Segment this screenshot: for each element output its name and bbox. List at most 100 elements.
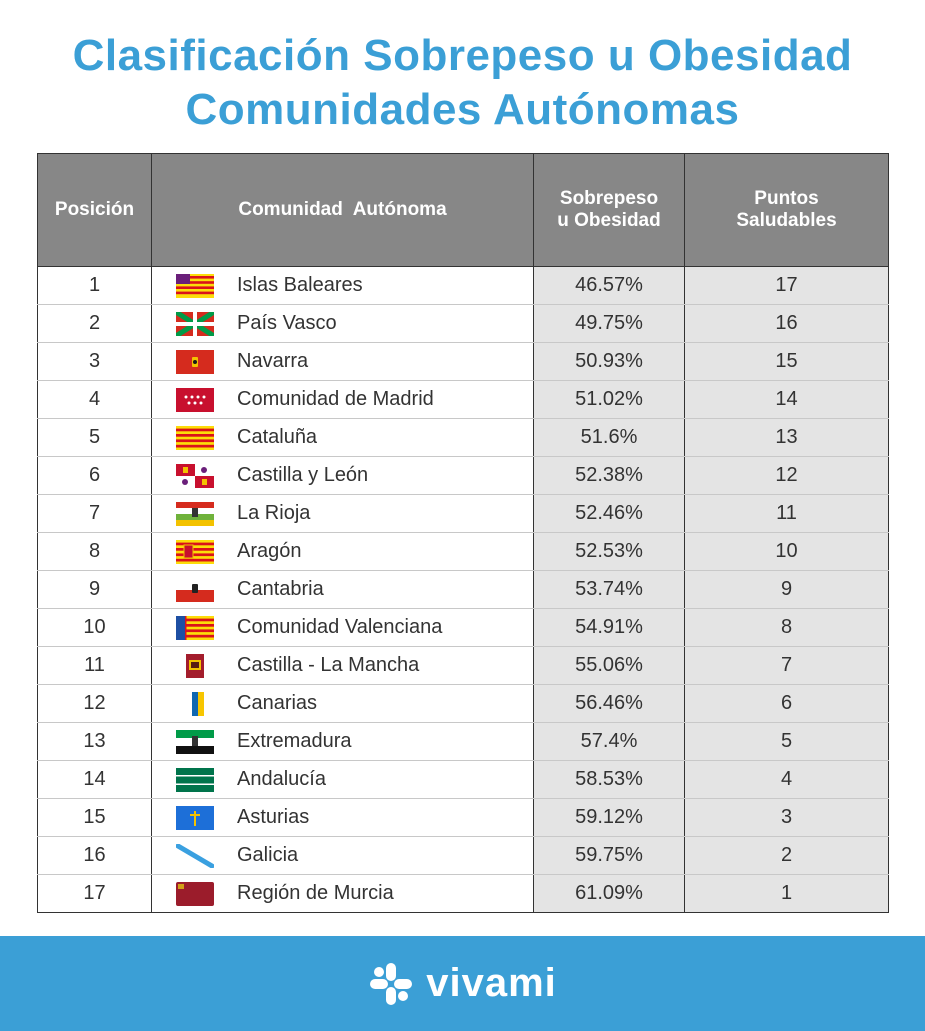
cell-community: Extremadura xyxy=(151,722,534,761)
cell-position: 7 xyxy=(37,494,152,533)
cataluna-flag-icon xyxy=(175,425,214,450)
cell-position: 1 xyxy=(37,266,152,305)
cell-points: 13 xyxy=(684,418,889,457)
table-row: 15 Asturias 59.12% 3 xyxy=(37,798,889,837)
cell-position: 11 xyxy=(37,646,152,685)
extremadura-flag-icon xyxy=(175,729,214,754)
community-name: Canarias xyxy=(237,692,318,714)
cell-community: Andalucía xyxy=(151,760,534,799)
cell-obesity-pct: 53.74% xyxy=(533,570,685,609)
cell-obesity-pct: 61.09% xyxy=(533,874,685,913)
community-name: Galicia xyxy=(237,844,299,866)
table-row: 14 Andalucía 58.53% 4 xyxy=(37,760,889,799)
cell-points: 6 xyxy=(684,684,889,723)
vivami-logo-icon xyxy=(370,962,413,1005)
header-obesity-line1: Sobrepeso xyxy=(559,188,659,209)
cell-community: Islas Baleares xyxy=(151,266,534,305)
cell-obesity-pct: 52.53% xyxy=(533,532,685,571)
andalucia-flag-icon xyxy=(175,767,214,792)
cell-position: 2 xyxy=(37,304,152,343)
community-name: Región de Murcia xyxy=(237,882,394,904)
cell-position: 3 xyxy=(37,342,152,381)
cell-obesity-pct: 55.06% xyxy=(533,646,685,685)
cell-community: Comunidad de Madrid xyxy=(151,380,534,419)
cell-position: 13 xyxy=(37,722,152,761)
cell-position: 6 xyxy=(37,456,152,495)
cell-obesity-pct: 59.75% xyxy=(533,836,685,875)
cell-obesity-pct: 52.46% xyxy=(533,494,685,533)
cell-community: País Vasco xyxy=(151,304,534,343)
table-row: 1 Islas Baleares 46.57% 17 xyxy=(37,266,889,305)
cell-points: 15 xyxy=(684,342,889,381)
cantabria-flag-icon xyxy=(175,577,214,602)
cell-community: Castilla - La Mancha xyxy=(151,646,534,685)
community-name: País Vasco xyxy=(237,312,337,334)
cell-points: 2 xyxy=(684,836,889,875)
cell-obesity-pct: 56.46% xyxy=(533,684,685,723)
community-name: Comunidad de Madrid xyxy=(237,388,434,410)
cell-obesity-pct: 49.75% xyxy=(533,304,685,343)
la-rioja-flag-icon xyxy=(175,501,214,526)
community-name: La Rioja xyxy=(237,502,311,524)
cell-obesity-pct: 51.6% xyxy=(533,418,685,457)
cell-community: Aragón xyxy=(151,532,534,571)
cell-points: 7 xyxy=(684,646,889,685)
table-row: 6 Castilla y León 52.38% 12 xyxy=(37,456,889,495)
cell-points: 11 xyxy=(684,494,889,533)
aragon-flag-icon xyxy=(175,539,214,564)
asturias-flag-icon xyxy=(175,805,214,830)
header-obesity: Sobrepeso u Obesidad xyxy=(533,153,685,267)
cell-position: 9 xyxy=(37,570,152,609)
header-obesity-line2: u Obesidad xyxy=(557,210,661,231)
community-name: Andalucía xyxy=(237,768,326,790)
table-row: 13 Extremadura 57.4% 5 xyxy=(37,722,889,761)
table-row: 8 Aragón 52.53% 10 xyxy=(37,532,889,571)
cell-community: Cantabria xyxy=(151,570,534,609)
community-name: Cantabria xyxy=(237,578,324,600)
cell-position: 4 xyxy=(37,380,152,419)
cell-points: 8 xyxy=(684,608,889,647)
cell-community: La Rioja xyxy=(151,494,534,533)
table-row: 5 Cataluña 51.6% 13 xyxy=(37,418,889,457)
valenciana-flag-icon xyxy=(175,615,214,640)
header-points-line2: Saludables xyxy=(736,210,837,231)
cell-community: Canarias xyxy=(151,684,534,723)
header-points-line1: Puntos xyxy=(754,188,819,209)
cell-position: 10 xyxy=(37,608,152,647)
cell-position: 17 xyxy=(37,874,152,913)
community-name: Cataluña xyxy=(237,426,318,448)
table-row: 11 Castilla - La Mancha 55.06% 7 xyxy=(37,646,889,685)
table-row: 7 La Rioja 52.46% 11 xyxy=(37,494,889,533)
cell-points: 4 xyxy=(684,760,889,799)
cell-position: 14 xyxy=(37,760,152,799)
cell-points: 10 xyxy=(684,532,889,571)
castilla-leon-flag-icon xyxy=(175,463,214,488)
ranking-table: Posición Comunidad Autónoma Sobrepeso u … xyxy=(37,153,889,913)
table-row: 16 Galicia 59.75% 2 xyxy=(37,836,889,875)
table-row: 12 Canarias 56.46% 6 xyxy=(37,684,889,723)
cell-position: 12 xyxy=(37,684,152,723)
baleares-flag-icon xyxy=(175,273,214,298)
cell-obesity-pct: 54.91% xyxy=(533,608,685,647)
community-name: Navarra xyxy=(237,350,309,372)
header-community: Comunidad Autónoma xyxy=(151,153,534,267)
cell-obesity-pct: 51.02% xyxy=(533,380,685,419)
pais-vasco-flag-icon xyxy=(175,311,214,336)
cell-community: Galicia xyxy=(151,836,534,875)
cell-community: Castilla y León xyxy=(151,456,534,495)
cell-obesity-pct: 58.53% xyxy=(533,760,685,799)
cell-community: Cataluña xyxy=(151,418,534,457)
murcia-flag-icon xyxy=(175,881,214,906)
cell-points: 1 xyxy=(684,874,889,913)
navarra-flag-icon xyxy=(175,349,214,374)
cell-obesity-pct: 59.12% xyxy=(533,798,685,837)
table-header-row: Posición Comunidad Autónoma Sobrepeso u … xyxy=(37,153,889,267)
table-row: 17 Región de Murcia 61.09% 1 xyxy=(37,874,889,913)
cell-community: Asturias xyxy=(151,798,534,837)
cell-points: 5 xyxy=(684,722,889,761)
community-name: Comunidad Valenciana xyxy=(237,616,443,638)
table-row: 10 Comunidad Valenciana 54.91% 8 xyxy=(37,608,889,647)
cell-points: 14 xyxy=(684,380,889,419)
community-name: Asturias xyxy=(237,806,310,828)
header-position: Posición xyxy=(37,153,152,267)
